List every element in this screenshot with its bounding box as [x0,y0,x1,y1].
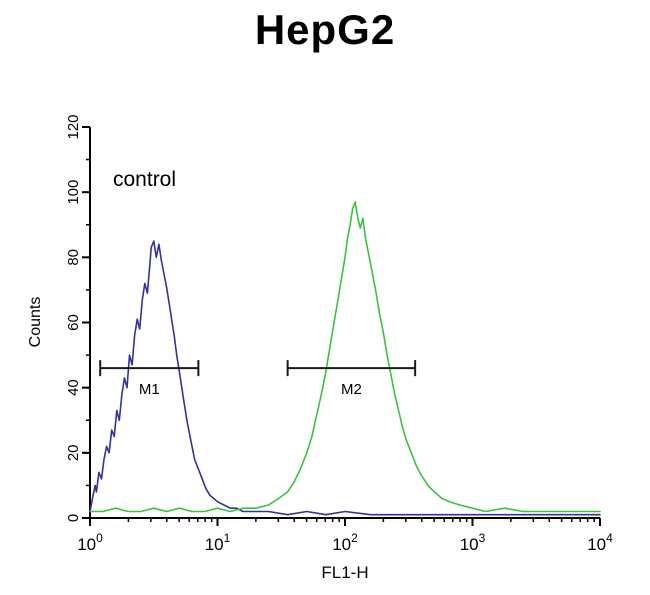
marker-label: M1 [139,381,160,398]
control-curve [89,240,601,516]
control-annotation: control [113,168,176,191]
chart-title: HepG2 [254,6,396,53]
marker-m1: M1 [99,360,200,398]
y-tick-label: 20 [65,444,82,461]
x-tick-label: 101 [205,531,231,554]
y-tick-label: 120 [65,114,82,139]
marker-label: M2 [341,381,362,398]
y-tick-label: 80 [65,249,82,266]
y-tick-group: 0 20 40 60 80 100 120 [65,114,90,522]
marker-m2: M2 [286,360,417,398]
y-tick-label: 60 [65,314,82,331]
antibody-curve [89,201,601,513]
x-tick-label: 104 [587,531,613,554]
x-tick-label: 103 [460,531,486,554]
x-tick-label: 100 [77,531,103,554]
curves-group [89,201,601,516]
y-tick-label: 40 [65,379,82,396]
x-tick-label: 102 [332,531,358,554]
x-axis-title: FL1-H [321,563,368,582]
y-axis-title: Counts [27,297,44,348]
y-tick-label: 100 [65,180,82,205]
y-tick-label: 0 [65,514,82,522]
markers-group: M1 M2 [99,360,417,398]
x-tick-group: 100 101 102 103 104 [77,518,613,554]
